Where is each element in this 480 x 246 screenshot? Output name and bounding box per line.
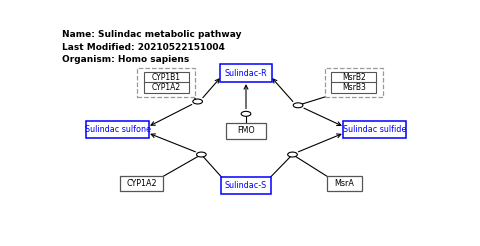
FancyBboxPatch shape <box>331 72 376 83</box>
Text: Last Modified: 20210522151004: Last Modified: 20210522151004 <box>62 43 225 52</box>
Circle shape <box>196 152 206 157</box>
FancyBboxPatch shape <box>144 82 189 93</box>
FancyBboxPatch shape <box>137 68 195 97</box>
FancyBboxPatch shape <box>144 72 189 83</box>
Text: FMO: FMO <box>237 126 255 135</box>
Circle shape <box>241 111 251 116</box>
Text: MsrB3: MsrB3 <box>342 83 366 92</box>
FancyBboxPatch shape <box>343 121 406 138</box>
Text: Sulindac-S: Sulindac-S <box>225 181 267 190</box>
Text: CYP1A2: CYP1A2 <box>152 83 180 92</box>
Text: Sulindac sulfone: Sulindac sulfone <box>84 125 151 134</box>
FancyBboxPatch shape <box>325 68 383 97</box>
FancyBboxPatch shape <box>120 176 163 191</box>
Text: MsrA: MsrA <box>335 179 355 188</box>
Circle shape <box>193 99 203 104</box>
FancyBboxPatch shape <box>331 82 376 93</box>
Circle shape <box>288 152 297 157</box>
FancyBboxPatch shape <box>227 123 265 139</box>
Text: Sulindac-R: Sulindac-R <box>225 69 267 77</box>
Text: CYP1A2: CYP1A2 <box>127 179 157 188</box>
Circle shape <box>293 103 303 108</box>
Text: Sulindac sulfide: Sulindac sulfide <box>343 125 406 134</box>
FancyBboxPatch shape <box>220 64 272 82</box>
FancyBboxPatch shape <box>221 177 271 194</box>
FancyBboxPatch shape <box>86 121 149 138</box>
Text: Name: Sulindac metabolic pathway: Name: Sulindac metabolic pathway <box>62 31 241 39</box>
Text: Organism: Homo sapiens: Organism: Homo sapiens <box>62 55 189 64</box>
Text: CYP1B1: CYP1B1 <box>152 73 180 82</box>
FancyBboxPatch shape <box>327 176 362 191</box>
Text: MsrB2: MsrB2 <box>342 73 366 82</box>
